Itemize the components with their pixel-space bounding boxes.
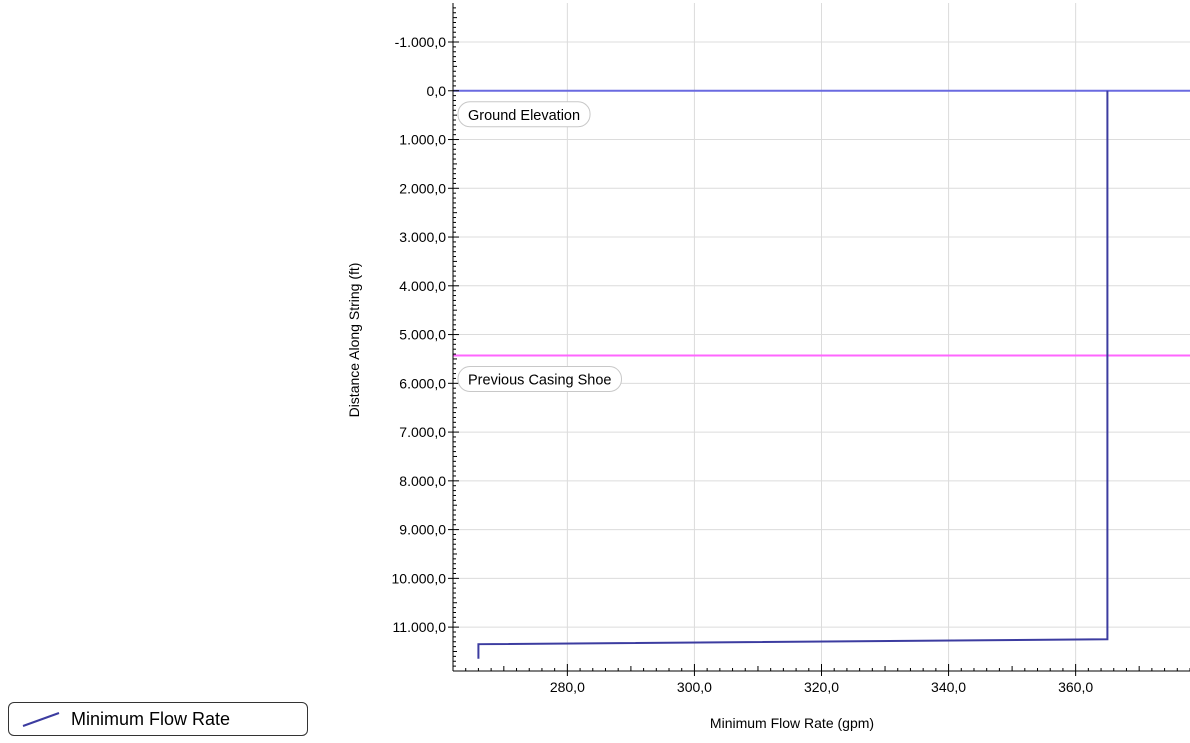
y-tick-label: 1.000,0	[399, 132, 446, 148]
legend-line-icon	[22, 712, 60, 727]
reference-line-label: Previous Casing Shoe	[457, 366, 622, 393]
y-axis-title: Distance Along String (ft)	[346, 263, 362, 418]
y-tick-label: 3.000,0	[399, 229, 446, 245]
reference-line-label: Ground Elevation	[457, 101, 591, 128]
y-tick-label: 4.000,0	[399, 278, 446, 294]
y-tick-label: -1.000,0	[395, 34, 447, 50]
y-tick-label: 6.000,0	[399, 375, 446, 391]
series-layer	[477, 90, 1109, 659]
x-tick-label: 320,0	[804, 679, 839, 695]
x-tick-label: 360,0	[1058, 679, 1093, 695]
x-tick-label: 340,0	[931, 679, 966, 695]
reference-line-label-text: Ground Elevation	[468, 108, 580, 124]
y-tick-label: 5.000,0	[399, 327, 446, 343]
y-tick-label: 9.000,0	[399, 522, 446, 538]
y-tick-label: 8.000,0	[399, 473, 446, 489]
reference-line-label-box	[457, 101, 591, 128]
reference-line-label-text: Previous Casing Shoe	[468, 373, 611, 389]
x-tick-label: 300,0	[677, 679, 712, 695]
y-tick-label: 10.000,0	[392, 570, 447, 586]
legend-item-minimum-flow-rate[interactable]: Minimum Flow Rate	[8, 702, 308, 736]
y-tick-label: 0,0	[427, 83, 447, 99]
reference-lines	[453, 89, 1190, 357]
grid-lines	[453, 3, 1190, 671]
x-axis-title: Minimum Flow Rate (gpm)	[710, 715, 874, 731]
annotations: Ground Elevation Previous Casing Shoe	[457, 101, 622, 393]
x-tick-label: 280,0	[550, 679, 585, 695]
y-tick-label: 7.000,0	[399, 424, 446, 440]
axes: -1.000,0 0,0 1.000,0 2.000,0 3.000,0 4.000,0 5…	[392, 3, 1190, 695]
y-tick-label: 2.000,0	[399, 180, 446, 196]
y-tick-label: 11.000,0	[393, 619, 447, 635]
legend-label: Minimum Flow Rate	[71, 708, 231, 729]
series-line-minimum-flow-rate	[477, 90, 1109, 659]
reference-line-label-box	[457, 366, 622, 393]
